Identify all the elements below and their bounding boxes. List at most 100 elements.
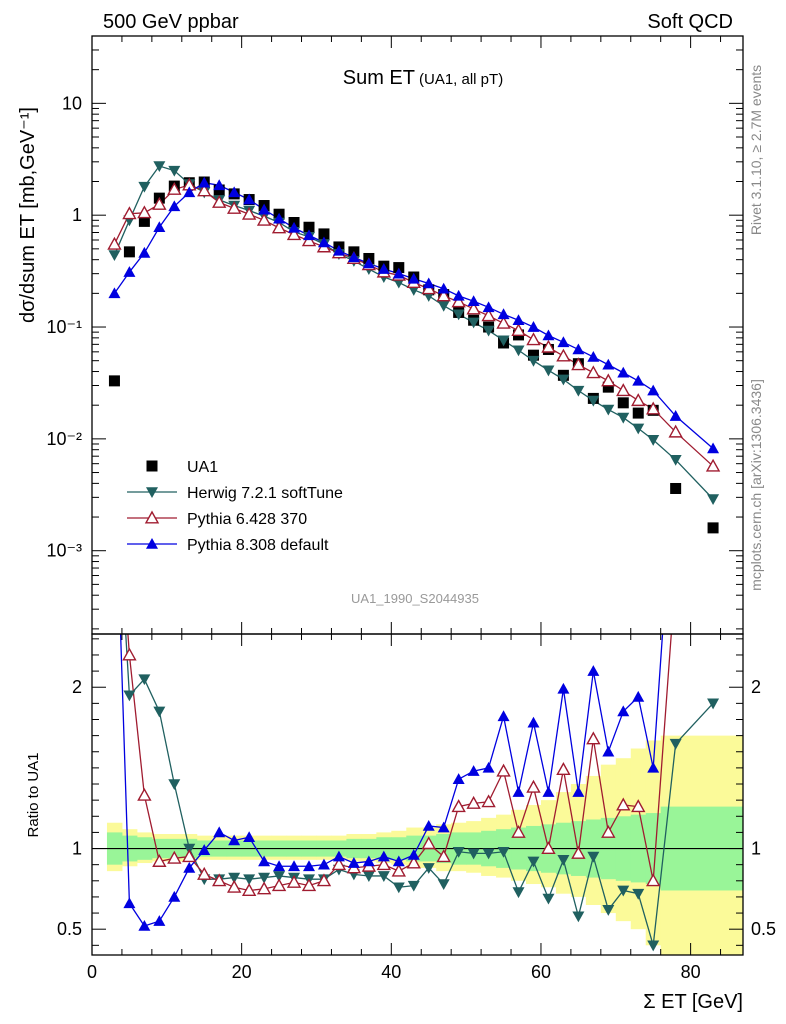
- data-point-triangle-up: [512, 314, 525, 326]
- ratio-point-triangle-up: [437, 821, 450, 833]
- data-point-triangle-down: [542, 365, 555, 377]
- legend-marker: [146, 538, 158, 549]
- data-point-triangle-down: [587, 395, 600, 407]
- ratio-point-triangle-up: [392, 855, 405, 867]
- data-point-triangle-up: [347, 251, 360, 263]
- ratio-point-triangle-down: [467, 848, 480, 860]
- ratio-point-triangle-down: [273, 871, 286, 882]
- ratio-point-triangle-up: [407, 848, 420, 860]
- data-point-triangle-down: [467, 317, 480, 329]
- data-point-triangle-up-open: [541, 339, 556, 353]
- data-point-triangle-up: [213, 179, 226, 191]
- data-point-triangle-up-open: [107, 236, 122, 250]
- ratio-point-triangle-up: [228, 834, 241, 846]
- ratio-point-triangle-up-open: [197, 866, 212, 880]
- ratio-point-triangle-down: [183, 843, 196, 855]
- data-point-triangle-up: [228, 186, 241, 198]
- ratio-point-triangle-up-open: [167, 850, 182, 864]
- data-point-triangle-up-open: [122, 206, 137, 220]
- ratio-point-triangle-up-open: [571, 845, 586, 859]
- header-right: Soft QCD: [647, 11, 733, 33]
- ratio-point-triangle-down: [153, 706, 166, 718]
- ratio-point-triangle-up: [632, 690, 645, 702]
- ratio-point-triangle-up: [377, 850, 390, 862]
- ratio-point-triangle-up: [332, 850, 345, 862]
- ratio-point-triangle-down: [527, 856, 540, 868]
- data-point-triangle-up: [482, 301, 495, 313]
- y-tick-label: 10⁻²: [46, 429, 82, 449]
- ratio-point-triangle-up-open: [631, 799, 646, 813]
- ratio-point-triangle-down: [482, 848, 495, 860]
- ratio-point-triangle-up-open: [496, 763, 511, 777]
- data-point-triangle-down: [153, 161, 166, 173]
- ratio-point-triangle-up: [482, 761, 495, 773]
- y-tick-label: 10⁻¹: [46, 317, 82, 337]
- data-point-triangle-up: [168, 200, 181, 212]
- ratio-point-triangle-down: [228, 872, 241, 884]
- ratio-point-triangle-up-open: [436, 849, 451, 863]
- ratio-point-triangle-up: [602, 745, 615, 757]
- data-point-triangle-up-open: [271, 220, 287, 234]
- ratio-point-triangle-up: [288, 860, 301, 872]
- ratio-point-triangle-down: [422, 863, 435, 874]
- ratio-point-triangle-up-open: [481, 794, 496, 808]
- ratio-y-tick-label-right: 1: [751, 839, 761, 859]
- ratio-point-triangle-down: [557, 855, 570, 866]
- ratio-point-triangle-up-open: [122, 647, 137, 661]
- ratio-point-triangle-up-open: [601, 824, 616, 838]
- legend-marker: [146, 487, 158, 498]
- ratio-point-triangle-up-open: [466, 795, 481, 809]
- data-point-triangle-up: [362, 257, 375, 269]
- y-tick-label: 10: [62, 93, 82, 113]
- ratio-point-triangle-up-open: [586, 731, 601, 745]
- ratio-point-triangle-up-open: [421, 836, 436, 850]
- data-point-triangle-up: [407, 272, 420, 284]
- data-point-triangle-up: [437, 282, 450, 294]
- data-point-triangle-up-open: [511, 323, 526, 337]
- ratio-point-triangle-up: [273, 860, 286, 872]
- series-line-3: [113, 182, 714, 449]
- ratio-point-triangle-up: [213, 826, 226, 838]
- data-point-triangle-up: [317, 236, 330, 248]
- ratio-point-triangle-up-open: [646, 873, 661, 887]
- ratio-point-triangle-up-open: [182, 849, 197, 863]
- ratio-point-triangle-down: [452, 846, 465, 858]
- data-point-triangle-up: [123, 266, 136, 277]
- data-point-triangle-up: [497, 308, 510, 320]
- ratio-point-triangle-down: [602, 905, 615, 916]
- data-point-triangle-up: [153, 221, 166, 233]
- ratio-point-triangle-up: [168, 890, 181, 902]
- ratio-point-triangle-down: [362, 871, 375, 882]
- data-point-triangle-up-open: [631, 393, 646, 407]
- ratio-point-triangle-up: [467, 765, 480, 776]
- ratio-point-triangle-down: [168, 779, 181, 791]
- data-point-triangle-up: [647, 384, 660, 396]
- ratio-y-tick-label: 2: [72, 677, 82, 697]
- data-point-triangle-up: [303, 229, 315, 241]
- ratio-y-tick-label: 0.5: [57, 919, 82, 939]
- data-point-triangle-up-open: [616, 383, 631, 397]
- data-point-triangle-down: [527, 355, 540, 367]
- data-point-square: [108, 375, 120, 387]
- ratio-point-triangle-up: [243, 831, 256, 843]
- data-point-triangle-up-open: [241, 206, 257, 220]
- x-tick-label: 20: [232, 962, 252, 982]
- legend-label: Herwig 7.2.1 softTune: [187, 485, 343, 502]
- data-point-triangle-up-open: [286, 227, 302, 241]
- axes: 0 20 40 60 80 10⁻³ 10⁻² 10⁻¹ 1 10 0.5 0.5 1 1 2 2: [46, 35, 776, 982]
- data-point-triangle-up: [602, 358, 615, 370]
- ratio-point-triangle-down: [707, 698, 720, 710]
- data-point-triangle-down: [632, 423, 645, 435]
- ratio-point-triangle-down: [437, 879, 450, 891]
- legend-label: UA1: [187, 459, 218, 476]
- ratio-point-triangle-up: [452, 773, 465, 784]
- legend-label: Pythia 6.428 370: [187, 511, 307, 528]
- data-point-triangle-up-open: [436, 288, 451, 302]
- ratio-point-triangle-down: [632, 888, 645, 900]
- data-point-triangle-up-open: [167, 181, 182, 195]
- ratio-point-triangle-up-open: [391, 863, 406, 877]
- data-point-square: [138, 215, 150, 227]
- data-point-triangle-up: [669, 410, 682, 421]
- legend: UA1 Herwig 7.2.1 softTune Pythia 6.428 370…: [127, 459, 343, 554]
